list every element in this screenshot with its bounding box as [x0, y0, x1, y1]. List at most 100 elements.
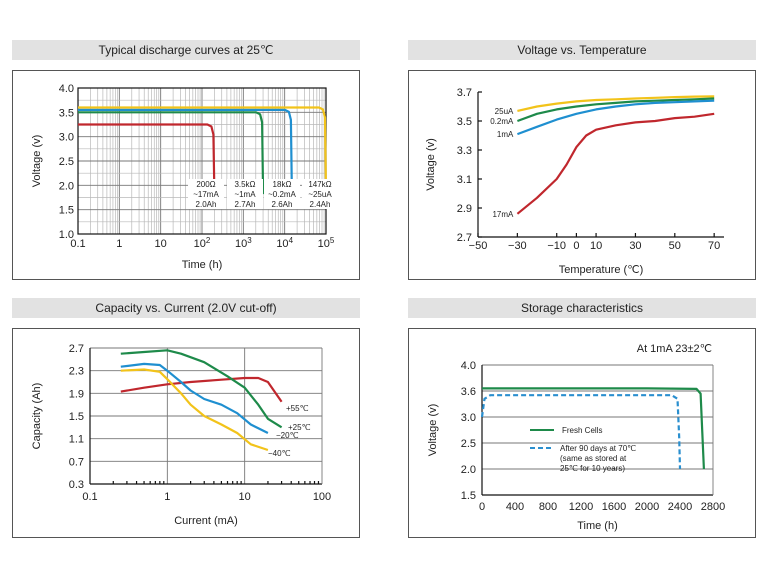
series-label: ~25uA	[308, 190, 332, 199]
x-tick-label: 104	[276, 236, 293, 250]
series-line-fresh	[482, 387, 705, 470]
discharge-chart: 1.0 1.5 2.0 2.5 3.0 3.5 4.0 0.1 1 10 102 103 104 105 T…	[31, 83, 338, 271]
series-label: 147kΩ	[308, 180, 331, 189]
y-tick-label: 4.0	[461, 360, 476, 372]
x-tick-label: 1	[164, 491, 170, 503]
x-tick-label: 10	[590, 240, 602, 252]
capacity-panel	[12, 328, 360, 538]
y-tick-label: 3.7	[457, 87, 472, 99]
y-tick-label: 0.7	[69, 456, 84, 468]
y-tick-label: 3.0	[59, 132, 74, 144]
x-tick-exponent: 4	[289, 236, 294, 245]
capacity-title: Capacity vs. Current (2.0V cut-off)	[12, 298, 360, 318]
x-axis-label: Time (h)	[577, 520, 618, 532]
series-label: 200Ω	[196, 180, 215, 189]
series-label: 2.0Ah	[196, 200, 217, 209]
x-tick-label: 50	[669, 240, 681, 252]
x-tick-label: 10	[239, 491, 251, 503]
storage-chart: 1.5 2.0 2.5 3.0 3.6 4.0 0 400 800 1200 1600 2000 240…	[427, 343, 725, 532]
y-tick-label: 3.1	[457, 174, 472, 186]
y-tick-label: 2.9	[457, 203, 472, 215]
series-label: +55℃	[286, 404, 309, 413]
x-axis-label: Time (h)	[182, 259, 223, 271]
x-tick-label: 1600	[602, 501, 626, 513]
x-tick-label: 10	[155, 238, 167, 250]
y-tick-label: 2.3	[69, 366, 84, 378]
series-line-147k	[78, 106, 328, 195]
series-line-0	[120, 376, 283, 403]
annotation: At 1mA 23±2℃	[637, 343, 712, 355]
y-tick-label: 3.5	[59, 107, 74, 119]
y-axis-label: Voltage (v)	[427, 404, 439, 457]
y-tick-label: 2.7	[457, 232, 472, 244]
series-label: 0.2mA	[490, 117, 514, 126]
series-label-bg	[264, 199, 300, 209]
x-tick-label: 1200	[569, 501, 593, 513]
legend-label-aged-note: (same as stored at	[560, 454, 627, 463]
series-label: ~17mA	[193, 190, 219, 199]
y-tick-label: 2.7	[69, 343, 84, 355]
y-tick-label: 3.6	[461, 386, 476, 398]
y-tick-label: 3.3	[457, 145, 472, 157]
series-label: 25uA	[495, 107, 514, 116]
x-tick-label: −10	[547, 240, 566, 252]
x-tick-label: 2400	[668, 501, 692, 513]
series-label-bg	[227, 199, 263, 209]
x-axis-label: Current (mA)	[174, 515, 238, 527]
voltage-temp-title: Voltage vs. Temperature	[408, 40, 756, 60]
y-tick-label: 1.5	[461, 490, 476, 502]
x-tick-label: 2800	[701, 501, 725, 513]
storage-panel	[408, 328, 756, 538]
x-tick-label: 800	[539, 501, 557, 513]
legend-label-fresh: Fresh Cells	[562, 426, 602, 435]
y-tick-label: 2.0	[59, 180, 74, 192]
series-line-18k	[78, 108, 293, 195]
x-tick-label: −30	[508, 240, 527, 252]
series-label: 17mA	[492, 210, 514, 219]
x-axis-label: Temperature (℃)	[559, 264, 644, 276]
series-line-02ma	[517, 97, 715, 123]
x-tick-exponent: 3	[247, 236, 252, 245]
x-tick-exponent: 5	[330, 236, 335, 245]
series-line-1ma	[517, 99, 715, 136]
y-tick-label: 2.0	[461, 464, 476, 476]
y-tick-label: 1.9	[69, 388, 84, 400]
series-line-35k	[78, 111, 265, 195]
series-label: 18kΩ	[273, 180, 292, 189]
x-tick-label: 102	[194, 236, 211, 250]
x-tick-label: 0.1	[82, 491, 97, 503]
x-tick-label: 103	[235, 236, 252, 250]
series-label-bg	[227, 179, 263, 189]
series-label: 2.6Ah	[272, 200, 293, 209]
y-tick-label: 2.5	[461, 438, 476, 450]
series-label: 2.4Ah	[310, 200, 331, 209]
series-label-bg	[188, 179, 224, 189]
x-tick-label: 100	[313, 491, 331, 503]
series-label-bg	[302, 179, 338, 189]
series-line-200	[78, 123, 216, 195]
y-axis-label: Capacity (Ah)	[31, 383, 43, 450]
y-tick-label: 3.0	[461, 412, 476, 424]
series-label: ~1mA	[234, 190, 256, 199]
y-tick-label: 1.5	[69, 411, 84, 423]
y-tick-label: 3.5	[457, 116, 472, 128]
y-axis-label: Voltage (v)	[425, 138, 437, 191]
series-label-bg	[227, 189, 263, 199]
series-label-bg	[188, 189, 224, 199]
series-label-bg	[264, 189, 300, 199]
series-line-aged	[480, 394, 682, 470]
series-label: ~0.2mA	[268, 190, 296, 199]
y-tick-label: 4.0	[59, 83, 74, 95]
x-tick-label: −50	[469, 240, 488, 252]
storage-title: Storage characteristics	[408, 298, 756, 318]
y-tick-label: 2.5	[59, 156, 74, 168]
x-tick-exponent: 2	[206, 236, 211, 245]
voltage-temp-chart: 2.7 2.9 3.1 3.3 3.5 3.7 −50 −30 −10 0 10 30 50 70 Temp…	[425, 87, 724, 276]
x-tick-label: 0.1	[70, 238, 85, 250]
series-label: +25℃	[288, 423, 311, 432]
discharge-panel	[12, 70, 360, 280]
x-tick-label: 0	[479, 501, 485, 513]
series-label-bg	[188, 199, 224, 209]
series-label: 2.7Ah	[235, 200, 256, 209]
